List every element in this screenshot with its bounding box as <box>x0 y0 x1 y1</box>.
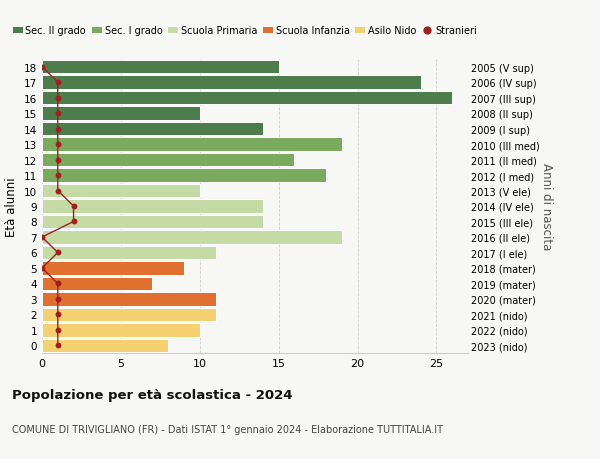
Bar <box>42 246 215 259</box>
Y-axis label: Età alunni: Età alunni <box>5 177 19 236</box>
Point <box>53 79 62 87</box>
Point <box>53 141 62 148</box>
Point <box>53 249 62 257</box>
Point <box>37 265 47 272</box>
Point <box>53 296 62 303</box>
Point <box>53 342 62 349</box>
Point <box>53 172 62 179</box>
Point <box>53 95 62 102</box>
Point <box>53 126 62 133</box>
Bar <box>42 76 421 90</box>
Bar <box>42 262 184 275</box>
Bar <box>42 231 342 244</box>
Point <box>37 64 47 71</box>
Text: COMUNE DI TRIVIGLIANO (FR) - Dati ISTAT 1° gennaio 2024 - Elaborazione TUTTITALI: COMUNE DI TRIVIGLIANO (FR) - Dati ISTAT … <box>12 425 443 435</box>
Bar <box>42 92 452 105</box>
Bar <box>42 169 326 182</box>
Point <box>53 326 62 334</box>
Point <box>53 311 62 319</box>
Bar <box>42 308 215 321</box>
Point <box>53 187 62 195</box>
Bar <box>42 277 152 291</box>
Bar <box>42 324 200 337</box>
Text: Popolazione per età scolastica - 2024: Popolazione per età scolastica - 2024 <box>12 388 293 401</box>
Point <box>53 157 62 164</box>
Bar <box>42 154 295 167</box>
Bar <box>42 339 168 352</box>
Y-axis label: Anni di nascita: Anni di nascita <box>541 163 553 250</box>
Bar <box>42 138 342 151</box>
Bar <box>42 107 200 120</box>
Point <box>37 234 47 241</box>
Point <box>53 280 62 287</box>
Bar <box>42 200 263 213</box>
Bar <box>42 293 215 306</box>
Bar <box>42 185 200 198</box>
Point <box>53 110 62 118</box>
Point <box>69 203 79 210</box>
Bar <box>42 123 263 136</box>
Legend: Sec. II grado, Sec. I grado, Scuola Primaria, Scuola Infanzia, Asilo Nido, Stran: Sec. II grado, Sec. I grado, Scuola Prim… <box>13 26 476 36</box>
Bar <box>42 215 263 229</box>
Bar <box>42 61 278 74</box>
Point <box>69 218 79 226</box>
